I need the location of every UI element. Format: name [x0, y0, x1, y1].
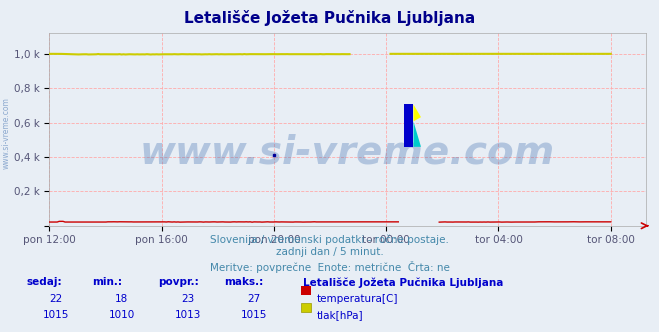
Text: povpr.:: povpr.:: [158, 277, 199, 287]
Text: 1013: 1013: [175, 310, 201, 320]
Polygon shape: [413, 105, 421, 122]
Text: 1010: 1010: [109, 310, 135, 320]
Polygon shape: [413, 122, 421, 147]
Text: Letališče Jožeta Pučnika Ljubljana: Letališče Jožeta Pučnika Ljubljana: [303, 277, 503, 288]
Text: 22: 22: [49, 294, 63, 304]
Text: Letališče Jožeta Pučnika Ljubljana: Letališče Jožeta Pučnika Ljubljana: [184, 10, 475, 26]
Text: temperatura[C]: temperatura[C]: [316, 294, 398, 304]
Text: maks.:: maks.:: [224, 277, 264, 287]
Bar: [404, 105, 413, 147]
Text: www.si-vreme.com: www.si-vreme.com: [2, 97, 11, 169]
Text: 23: 23: [181, 294, 194, 304]
Text: 1015: 1015: [241, 310, 267, 320]
Text: 1015: 1015: [43, 310, 69, 320]
Text: 18: 18: [115, 294, 129, 304]
Text: Slovenija / vremenski podatki - ročne postaje.: Slovenija / vremenski podatki - ročne po…: [210, 234, 449, 245]
Text: zadnji dan / 5 minut.: zadnji dan / 5 minut.: [275, 247, 384, 257]
Text: 27: 27: [247, 294, 260, 304]
Text: tlak[hPa]: tlak[hPa]: [316, 310, 363, 320]
Text: sedaj:: sedaj:: [26, 277, 62, 287]
Text: www.si-vreme.com: www.si-vreme.com: [140, 133, 556, 172]
Text: Meritve: povprečne  Enote: metrične  Črta: ne: Meritve: povprečne Enote: metrične Črta:…: [210, 261, 449, 273]
Text: min.:: min.:: [92, 277, 123, 287]
